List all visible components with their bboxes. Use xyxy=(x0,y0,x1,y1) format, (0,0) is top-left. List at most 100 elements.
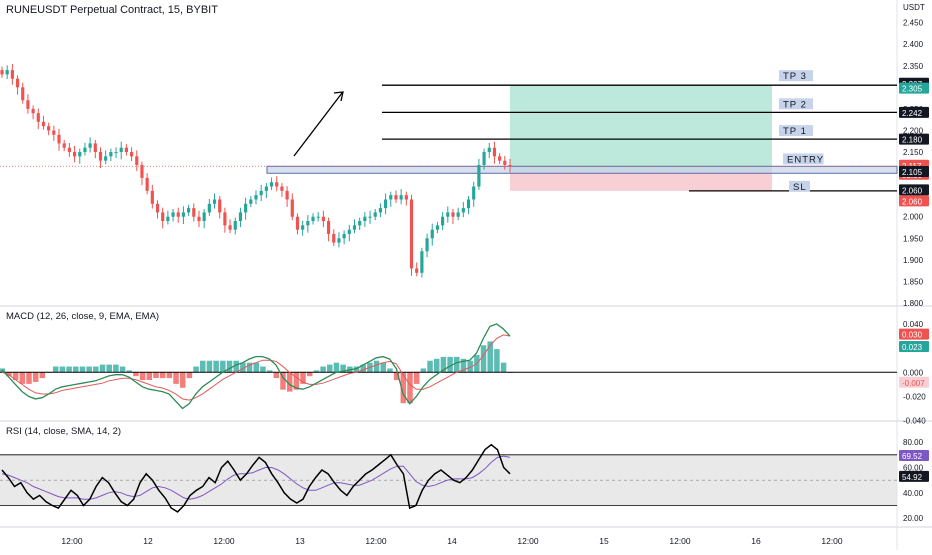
candle-body xyxy=(83,147,87,153)
candle-body xyxy=(135,156,139,165)
candle-body xyxy=(264,186,268,191)
rsi-line xyxy=(1,443,511,513)
candle-body xyxy=(228,225,232,230)
candle-body xyxy=(161,212,165,222)
macd-histogram-bar xyxy=(480,345,487,373)
candle-body xyxy=(114,152,118,154)
price-axis-tick: 1.950 xyxy=(903,234,924,243)
macd-histogram-bar xyxy=(206,360,213,373)
level-label-bg xyxy=(789,180,810,192)
macd-histogram-bar xyxy=(286,372,293,392)
candle-body xyxy=(181,212,186,217)
macd-histogram-bar xyxy=(440,356,447,373)
candle-body xyxy=(415,268,419,273)
level-label-bg xyxy=(779,70,813,82)
candle-body xyxy=(394,195,398,200)
macd-histogram-bar xyxy=(146,372,153,381)
candle-body xyxy=(332,233,336,243)
candle-body xyxy=(72,152,77,157)
candle-body xyxy=(140,164,144,178)
candle-body xyxy=(171,212,175,217)
candle-body xyxy=(290,199,294,217)
tag-rsi-bg xyxy=(899,470,929,482)
tag-stop: 2.060 xyxy=(902,197,923,206)
macd-histogram-bar xyxy=(226,360,233,373)
price-axis-tick: 2.350 xyxy=(903,62,924,71)
macd-histogram-bar xyxy=(400,372,407,404)
macd-histogram-bar xyxy=(86,366,92,373)
macd-histogram-bar xyxy=(59,366,66,373)
level-label: TP 2 xyxy=(783,99,807,110)
chart-title: RUNEUSDT Perpetual Contract, 15, BYBIT xyxy=(6,4,218,16)
candle-body xyxy=(352,225,357,230)
macd-histogram-bar xyxy=(327,364,333,373)
macd-histogram-bar xyxy=(420,368,427,373)
candle-body xyxy=(26,100,30,109)
tag-rsi: 54.92 xyxy=(902,473,923,482)
candle-body xyxy=(311,216,315,222)
candle-body xyxy=(487,147,491,153)
macd-histogram-bar xyxy=(52,366,59,373)
macd-histogram-bar xyxy=(494,349,500,373)
macd-histogram-bar xyxy=(240,362,246,373)
candle-body xyxy=(104,156,108,161)
tag-tp1: 2.180 xyxy=(902,136,923,145)
price-axis-tick: 1.850 xyxy=(903,277,924,286)
candle-body xyxy=(31,108,35,114)
price-axis-tick: 2.400 xyxy=(903,40,924,49)
level-label-bg xyxy=(779,98,813,110)
tag-macd-bg xyxy=(899,328,929,340)
macd-histogram-bar xyxy=(373,360,380,373)
candle-body xyxy=(254,195,258,200)
candle-body xyxy=(342,233,346,239)
price-axis-tick: 2.150 xyxy=(903,148,924,157)
macd-histogram-bar xyxy=(260,366,266,373)
macd-label: MACD (12, 26, close, 9, EMA, EMA) xyxy=(6,311,160,322)
level-label: ENTRY xyxy=(787,154,824,165)
macd-histogram-bar xyxy=(133,372,139,377)
candle-body xyxy=(441,216,445,226)
candle-body xyxy=(269,182,274,187)
price-axis-tick: 2.200 xyxy=(903,126,924,135)
tag-stop-bg xyxy=(899,195,929,207)
macd-histogram-bar xyxy=(166,372,173,379)
macd-histogram-bar xyxy=(119,366,126,373)
candle-body xyxy=(446,212,450,217)
candle-body xyxy=(425,238,429,252)
candle-body xyxy=(404,195,408,200)
tag-sl: 2.060 xyxy=(902,186,923,195)
candle-body xyxy=(477,164,481,187)
macd-axis-tick: 0.000 xyxy=(903,368,924,377)
candle-body xyxy=(358,221,362,226)
candle-body xyxy=(301,225,305,230)
macd-histogram-bar xyxy=(106,364,112,373)
candle-body xyxy=(10,70,14,79)
macd-histogram-bar xyxy=(179,372,186,388)
macd-histogram-bar xyxy=(6,372,12,377)
macd-histogram-bar xyxy=(380,362,386,373)
rsi-axis-tick: 20.00 xyxy=(903,514,924,523)
macd-histogram-bar xyxy=(153,372,159,379)
time-axis-tick: 16 xyxy=(751,536,761,546)
candle-body xyxy=(420,251,424,273)
macd-histogram-bar xyxy=(186,372,193,379)
tag-tp3-line: 2.305 xyxy=(902,85,923,94)
candle-body xyxy=(466,199,471,209)
candle-body xyxy=(451,212,455,217)
candle-body xyxy=(52,130,56,135)
candle-body xyxy=(145,177,149,191)
macd-histogram-bar xyxy=(300,372,306,384)
candle-body xyxy=(21,87,25,101)
time-axis-tick: 12 xyxy=(143,536,153,546)
candle-body xyxy=(384,199,388,209)
candle-body xyxy=(47,126,51,131)
tag-rsi-ma-bg xyxy=(899,449,929,461)
macd-histogram-bar xyxy=(306,372,313,377)
time-axis-tick: 15 xyxy=(599,536,609,546)
candle-body xyxy=(109,152,113,157)
macd-histogram-bar xyxy=(387,368,393,373)
macd-histogram-bar xyxy=(79,366,86,373)
macd-histogram-bar xyxy=(126,370,132,373)
macd-histogram-bar xyxy=(12,372,19,381)
